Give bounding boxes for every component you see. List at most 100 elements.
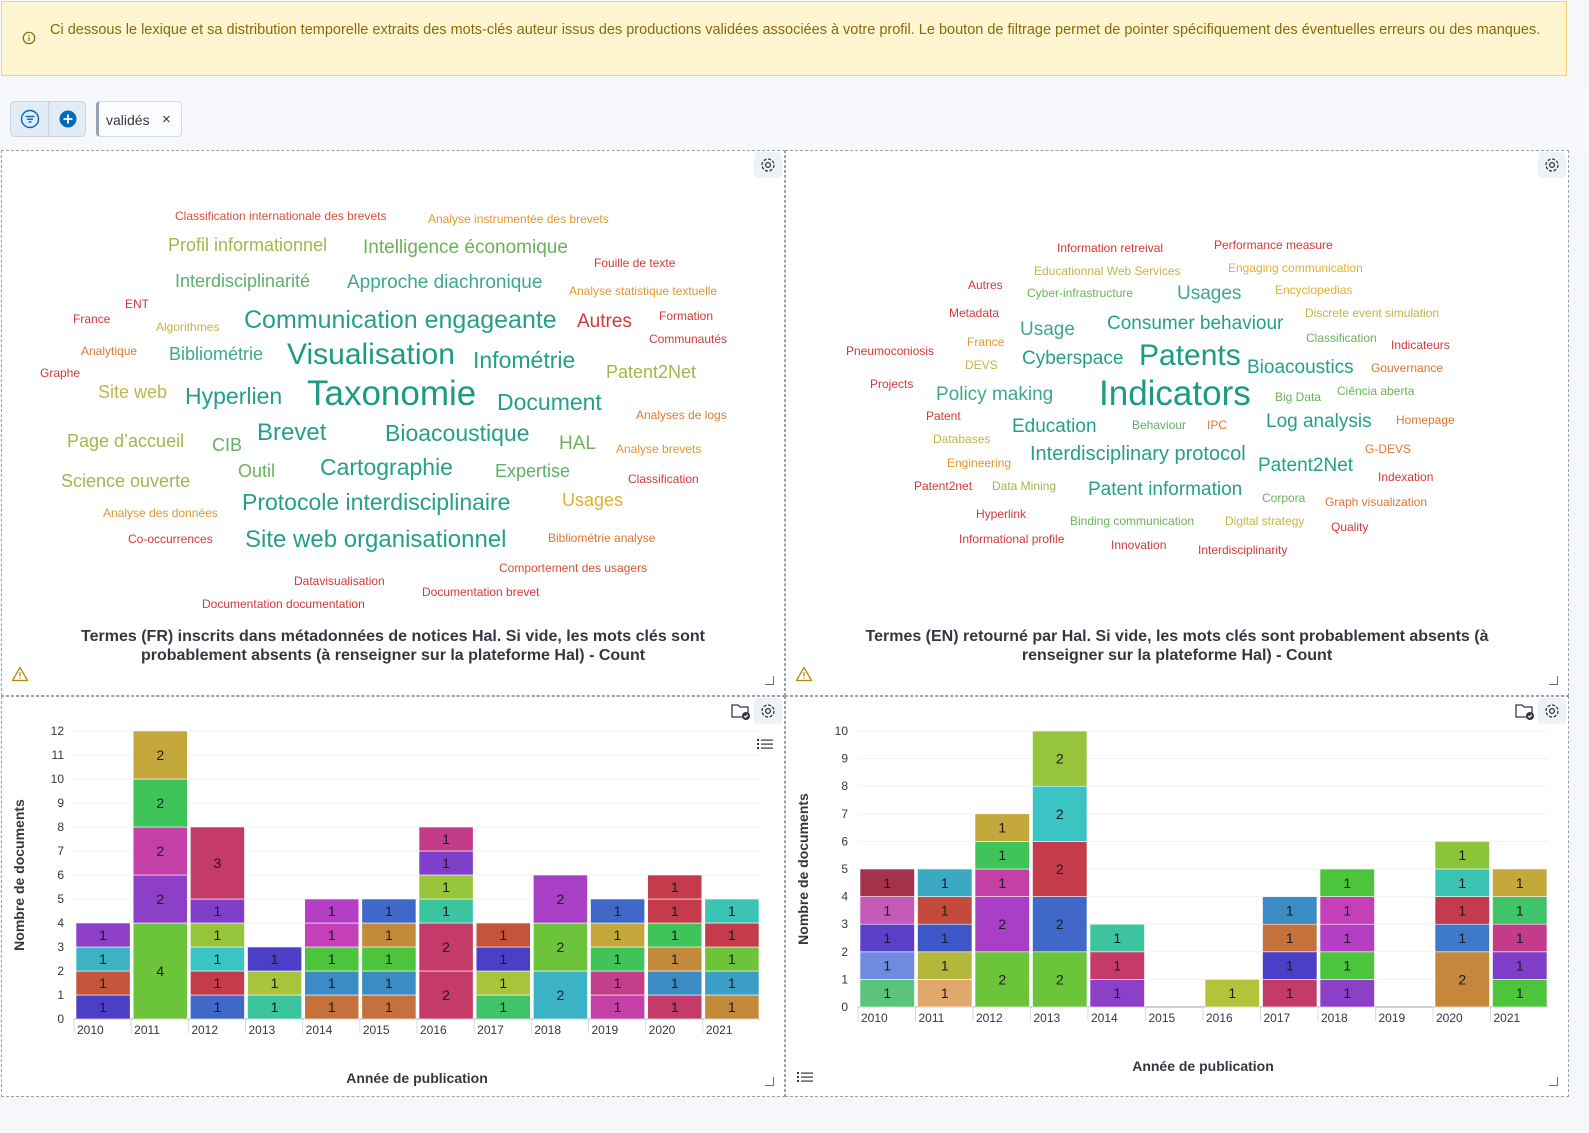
wordcloud-term[interactable]: Usages xyxy=(1177,284,1241,303)
wordcloud-term[interactable]: Quality xyxy=(1331,521,1368,533)
wordcloud-term[interactable]: Comportement des usagers xyxy=(499,562,647,574)
panel-options-button[interactable] xyxy=(1538,698,1566,724)
wordcloud-term[interactable]: Innovation xyxy=(1111,539,1166,551)
wordcloud-term[interactable]: Patent xyxy=(926,410,961,422)
resize-handle[interactable] xyxy=(1549,1077,1558,1086)
wordcloud-term[interactable]: Brevet xyxy=(257,421,326,445)
wordcloud-term[interactable]: Analyse brevets xyxy=(616,443,701,455)
wordcloud-term[interactable]: Cyber-infrastructure xyxy=(1027,287,1133,299)
wordcloud-term[interactable]: Classification xyxy=(1306,332,1377,344)
wordcloud-term[interactable]: Classification internationale des brevet… xyxy=(175,210,386,222)
wordcloud-term[interactable]: Digital strategy xyxy=(1225,515,1304,527)
wordcloud-term[interactable]: Patent2Net xyxy=(606,363,696,381)
wordcloud-term[interactable]: Informational profile xyxy=(959,533,1064,545)
wordcloud-term[interactable]: Discrete event simulation xyxy=(1305,307,1439,319)
wordcloud-term[interactable]: Algorithmes xyxy=(156,321,219,333)
wordcloud-term[interactable]: Analyse des données xyxy=(103,507,218,519)
legend-toggle-icon[interactable] xyxy=(797,1071,813,1085)
wordcloud-term[interactable]: Intelligence économique xyxy=(363,238,568,257)
wordcloud-term[interactable]: Fouille de texte xyxy=(594,257,675,269)
wordcloud-term[interactable]: Indexation xyxy=(1378,471,1433,483)
wordcloud-term[interactable]: Education xyxy=(1012,417,1097,436)
wordcloud-term[interactable]: Outil xyxy=(238,462,275,480)
wordcloud-term[interactable]: ENT xyxy=(125,298,149,310)
wordcloud-term[interactable]: Consumer behaviour xyxy=(1107,314,1283,333)
wordcloud-term[interactable]: Graphe xyxy=(40,367,80,379)
resize-handle[interactable] xyxy=(1549,676,1558,685)
wordcloud-term[interactable]: France xyxy=(967,336,1004,348)
wordcloud-term[interactable]: Science ouverte xyxy=(61,472,190,490)
wordcloud-term[interactable]: Corpora xyxy=(1262,492,1305,504)
wordcloud-term[interactable]: Analyse statistique textuelle xyxy=(569,285,717,297)
wordcloud-term[interactable]: IPC xyxy=(1207,419,1227,431)
panel-options-button[interactable] xyxy=(754,698,782,724)
remove-filter-icon[interactable]: × xyxy=(162,111,171,128)
wordcloud-term[interactable]: G-DEVS xyxy=(1365,443,1411,455)
wordcloud-term[interactable]: Infométrie xyxy=(473,349,575,372)
wordcloud-term[interactable]: Page d’accueil xyxy=(67,432,184,450)
wordcloud-term[interactable]: Behaviour xyxy=(1132,419,1186,431)
wordcloud-term[interactable]: Analyse instrumentée des brevets xyxy=(428,213,609,225)
add-filter-button[interactable] xyxy=(49,102,86,136)
wordcloud-term[interactable]: Projects xyxy=(870,378,913,390)
wordcloud-term[interactable]: Profil informationnel xyxy=(168,236,327,254)
wordcloud-term[interactable]: Formation xyxy=(659,310,713,322)
wordcloud-term[interactable]: Communautés xyxy=(649,333,727,345)
wordcloud-term[interactable]: Autres xyxy=(577,312,632,331)
wordcloud-term[interactable]: Patent information xyxy=(1088,480,1242,499)
wordcloud-term[interactable]: Patents xyxy=(1139,341,1241,371)
wordcloud-term[interactable]: Classification xyxy=(628,473,699,485)
legend-toggle-icon[interactable] xyxy=(757,738,773,752)
wordcloud-term[interactable]: Documentation brevet xyxy=(422,586,539,598)
wordcloud-term[interactable]: Cyberspace xyxy=(1022,349,1123,368)
wordcloud-term[interactable]: DEVS xyxy=(965,359,998,371)
wordcloud-term[interactable]: Big Data xyxy=(1275,391,1321,403)
wordcloud-term[interactable]: Document xyxy=(497,391,602,414)
warning-icon[interactable] xyxy=(11,666,29,682)
wordcloud-term[interactable]: Analytique xyxy=(81,345,137,357)
wordcloud-term[interactable]: Visualisation xyxy=(287,340,455,370)
wordcloud-term[interactable]: Bibliométrie analyse xyxy=(548,532,655,544)
wordcloud-term[interactable]: Engineering xyxy=(947,457,1011,469)
wordcloud-term[interactable]: Databases xyxy=(933,433,990,445)
wordcloud-term[interactable]: Bioacoustique xyxy=(385,422,530,445)
wordcloud-term[interactable]: Bioacoustics xyxy=(1247,358,1354,377)
wordcloud-term[interactable]: Indicateurs xyxy=(1391,339,1450,351)
wordcloud-term[interactable]: Encyclopedias xyxy=(1275,284,1352,296)
wordcloud-term[interactable]: HAL xyxy=(559,434,596,453)
wordcloud-term[interactable]: Log analysis xyxy=(1266,412,1372,431)
wordcloud-term[interactable]: France xyxy=(73,313,110,325)
warning-icon[interactable] xyxy=(795,666,813,682)
wordcloud-term[interactable]: Graph visualization xyxy=(1325,496,1427,508)
wordcloud-term[interactable]: Usage xyxy=(1020,320,1075,339)
wordcloud-term[interactable]: Usages xyxy=(562,491,623,509)
wordcloud-term[interactable]: Educationnal Web Services xyxy=(1034,265,1181,277)
wordcloud-term[interactable]: Policy making xyxy=(936,385,1053,404)
wordcloud-term[interactable]: Gouvernance xyxy=(1371,362,1443,374)
wordcloud-term[interactable]: Patent2net xyxy=(914,480,972,492)
wordcloud-term[interactable]: Analyses de logs xyxy=(636,409,727,421)
wordcloud-term[interactable]: Communication engageante xyxy=(244,308,557,333)
wordcloud-term[interactable]: Hyperlink xyxy=(976,508,1026,520)
resize-handle[interactable] xyxy=(765,1077,774,1086)
wordcloud-term[interactable]: Hyperlien xyxy=(185,385,282,408)
wordcloud-term[interactable]: Expertise xyxy=(495,462,570,480)
wordcloud-term[interactable]: Interdisciplinary protocol xyxy=(1030,444,1246,464)
wordcloud-term[interactable]: Data Mining xyxy=(992,480,1056,492)
wordcloud-term[interactable]: CIB xyxy=(212,436,242,454)
wordcloud-term[interactable]: Metadata xyxy=(949,307,999,319)
wordcloud-term[interactable]: Performance measure xyxy=(1214,239,1333,251)
wordcloud-term[interactable]: Homepage xyxy=(1396,414,1455,426)
wordcloud-term[interactable]: Indicators xyxy=(1099,376,1251,411)
folder-check-icon[interactable] xyxy=(730,701,752,721)
panel-options-button[interactable] xyxy=(754,152,782,178)
filter-pill[interactable]: validés × xyxy=(96,101,182,137)
wordcloud-term[interactable]: Taxonomie xyxy=(307,376,476,411)
wordcloud-term[interactable]: Datavisualisation xyxy=(294,575,385,587)
resize-handle[interactable] xyxy=(765,676,774,685)
wordcloud-term[interactable]: Information retreival xyxy=(1057,242,1163,254)
wordcloud-term[interactable]: Site web organisationnel xyxy=(245,528,507,552)
wordcloud-term[interactable]: Ciência aberta xyxy=(1337,385,1414,397)
wordcloud-term[interactable]: Documentation documentation xyxy=(202,598,365,610)
wordcloud-term[interactable]: Interdisciplinarité xyxy=(175,272,310,290)
